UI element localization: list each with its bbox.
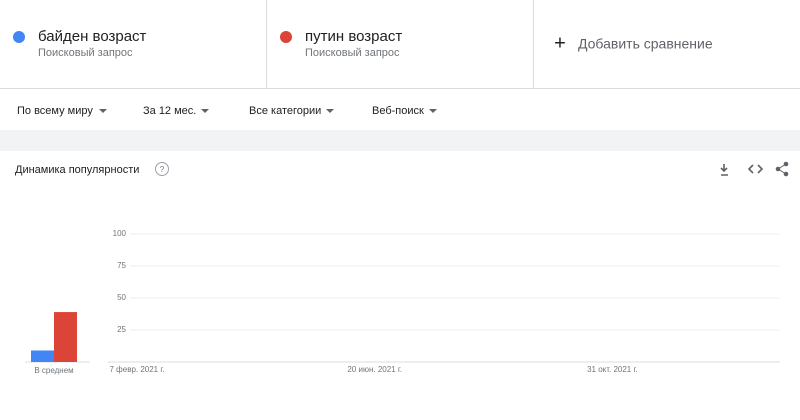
dropdown-arrow [99, 109, 107, 113]
filter[interactable]: Веб-поиск [372, 105, 424, 117]
embed-icon[interactable] [747, 164, 764, 174]
download-icon[interactable] [720, 164, 728, 176]
add-comparison[interactable]: Добавить сравнение [578, 36, 713, 52]
chart-title: Динамика популярности [15, 164, 139, 176]
average-bar [31, 350, 54, 362]
average-label: В среднем [34, 366, 73, 375]
share-icon[interactable] [775, 161, 789, 177]
separator-band [0, 130, 800, 151]
term-subtitle: Поисковый запрос [305, 47, 400, 59]
x-tick-label: 20 июн. 2021 г. [347, 365, 402, 374]
filter[interactable]: По всему миру [17, 105, 93, 117]
filter[interactable]: За 12 мес. [143, 105, 196, 117]
y-tick-label: 50 [117, 293, 126, 302]
term-subtitle: Поисковый запрос [38, 47, 133, 59]
y-tick-label: 100 [113, 229, 127, 238]
dropdown-arrow [201, 109, 209, 113]
term-name[interactable]: путин возраст [305, 28, 402, 45]
help-icon: ? [160, 165, 165, 174]
x-tick-label: 31 окт. 2021 г. [587, 365, 638, 374]
legend-dot [13, 31, 25, 43]
x-tick-label: 7 февр. 2021 г. [109, 365, 164, 374]
y-tick-label: 75 [117, 261, 126, 270]
dropdown-arrow [429, 109, 437, 113]
average-bar [54, 312, 77, 362]
dropdown-arrow [326, 109, 334, 113]
help-icon[interactable] [155, 162, 169, 176]
filter[interactable]: Все категории [249, 105, 321, 117]
add-icon[interactable]: + [554, 32, 566, 54]
y-tick-label: 25 [117, 325, 126, 334]
legend-dot [280, 31, 292, 43]
term-name[interactable]: байден возраст [38, 28, 147, 45]
